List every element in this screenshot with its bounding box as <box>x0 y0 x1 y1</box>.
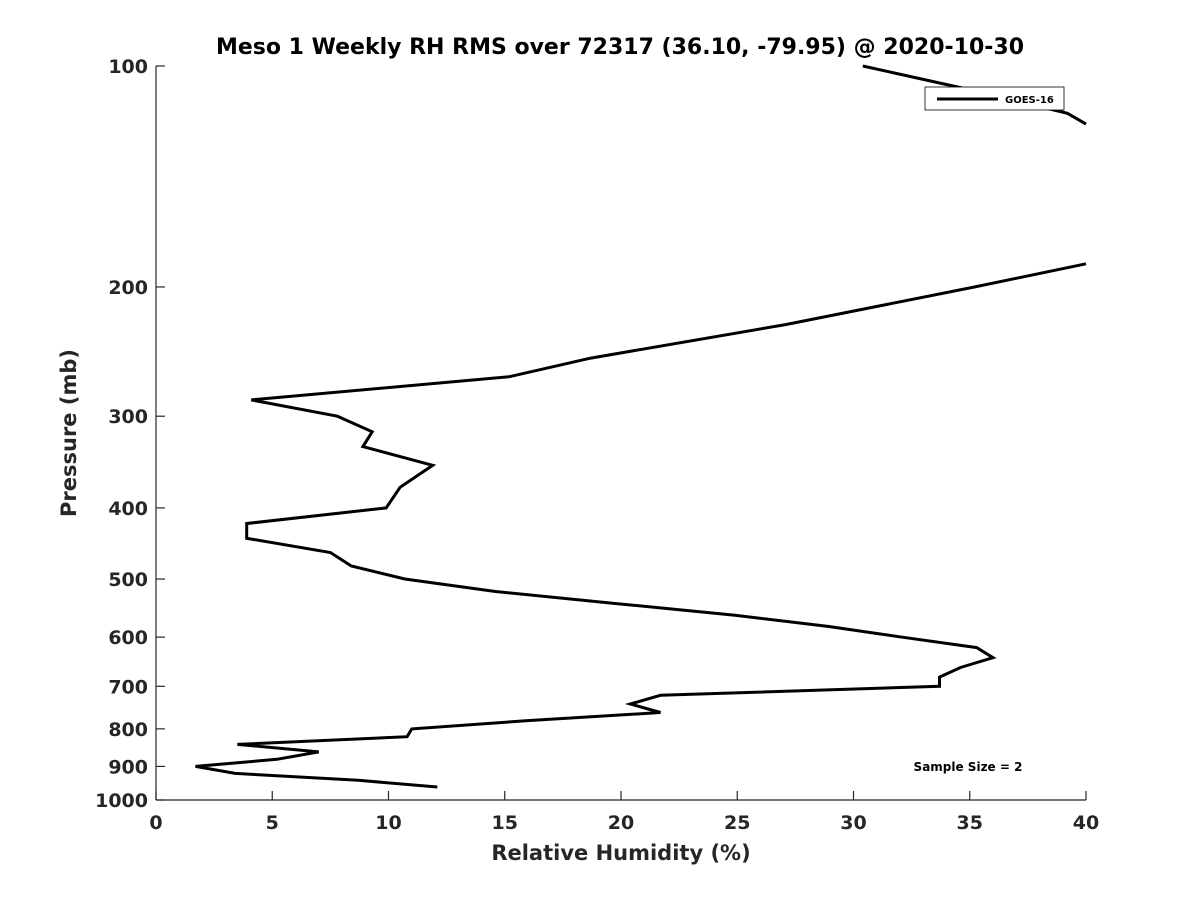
x-tick-label: 20 <box>608 812 634 834</box>
x-tick-label: 15 <box>492 812 518 834</box>
x-axis-ticks: 0 5 10 15 20 25 30 35 40 <box>149 791 1099 834</box>
legend-label-goes-16: GOES-16 <box>1005 95 1054 106</box>
y-tick-label: 700 <box>108 676 148 698</box>
y-tick-label: 200 <box>108 277 148 299</box>
y-tick-label: 600 <box>108 627 148 649</box>
x-tick-label: 35 <box>957 812 983 834</box>
x-tick-label: 25 <box>724 812 750 834</box>
y-axis-label: Pressure (mb) <box>57 349 81 517</box>
x-tick-label: 30 <box>840 812 866 834</box>
series-line-goes-16 <box>195 262 1087 789</box>
y-tick-label: 300 <box>108 406 148 428</box>
x-tick-label: 5 <box>266 812 279 834</box>
x-tick-label: 0 <box>149 812 162 834</box>
sample-size-annotation: Sample Size = 2 <box>914 760 1023 774</box>
x-tick-label: 40 <box>1073 812 1099 834</box>
y-tick-label: 500 <box>108 569 148 591</box>
y-tick-label: 400 <box>108 498 148 520</box>
y-tick-label: 900 <box>108 756 148 778</box>
x-tick-label: 10 <box>375 812 401 834</box>
y-tick-label: 1000 <box>95 790 148 812</box>
x-axis-label: Relative Humidity (%) <box>491 841 750 865</box>
y-tick-label: 100 <box>108 56 148 78</box>
legend: GOES-16 <box>924 86 1065 111</box>
chart-title: Meso 1 Weekly RH RMS over 72317 (36.10, … <box>216 35 1024 60</box>
y-axis-ticks: 100 200 300 400 500 600 700 800 900 1000 <box>95 56 165 812</box>
y-tick-label: 800 <box>108 719 148 741</box>
